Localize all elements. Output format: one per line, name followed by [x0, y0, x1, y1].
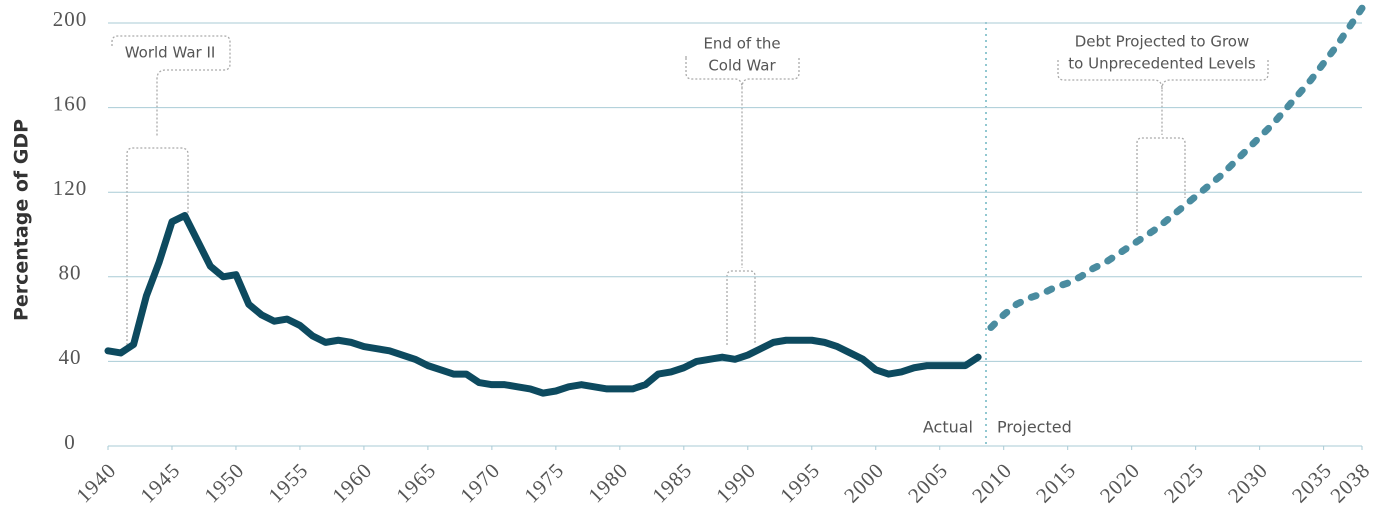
y-tick-label: 0: [64, 430, 76, 454]
series-label: Actual: [923, 418, 973, 437]
x-tick-label: 2030: [1223, 458, 1272, 507]
x-tick-label: 2020: [1095, 458, 1144, 507]
x-tick-label: 2015: [1031, 458, 1080, 507]
x-tick-label: 2010: [967, 458, 1016, 507]
bracket: [1057, 60, 1269, 235]
x-tick-label: 2035: [1287, 458, 1336, 507]
y-tick-label: 80: [59, 261, 82, 285]
bracket: [685, 54, 800, 345]
y-axis-label: Percentage of GDP: [11, 119, 33, 321]
line-series: [987, 4, 1366, 332]
x-tick-label: 1945: [135, 458, 184, 507]
x-tick-label: 1940: [71, 458, 120, 507]
bracket: [111, 35, 231, 345]
x-tick-label: 1975: [519, 458, 568, 507]
annotation: End of the: [703, 35, 780, 53]
x-tick-label: 2005: [903, 458, 952, 507]
x-tick-label: 1985: [647, 458, 696, 507]
annotation: Debt Projected to Grow: [1075, 33, 1250, 51]
x-tick-label: 1995: [775, 458, 824, 507]
x-tick-label: 1965: [391, 458, 440, 507]
annotation: World War II: [125, 44, 216, 62]
x-tick-label: 2025: [1159, 458, 1208, 507]
x-tick-label: 1960: [327, 458, 376, 507]
y-tick-label: 120: [53, 176, 88, 200]
x-tick-label: 1970: [455, 458, 504, 507]
x-tick-label: 2038: [1325, 458, 1374, 507]
x-tick-label: 1955: [263, 458, 312, 507]
x-tick-label: 1990: [711, 458, 760, 507]
x-tick-label: 1980: [583, 458, 632, 507]
y-tick-label: 200: [53, 7, 88, 31]
y-tick-label: 160: [53, 91, 88, 115]
x-tick-label: 1950: [199, 458, 248, 507]
x-tick-label: 2000: [839, 458, 888, 507]
series-label: Projected: [997, 418, 1072, 437]
annotation: Cold War: [708, 57, 776, 75]
line-series: [104, 211, 982, 397]
y-tick-label: 40: [59, 345, 82, 369]
annotation: to Unprecedented Levels: [1068, 55, 1256, 73]
